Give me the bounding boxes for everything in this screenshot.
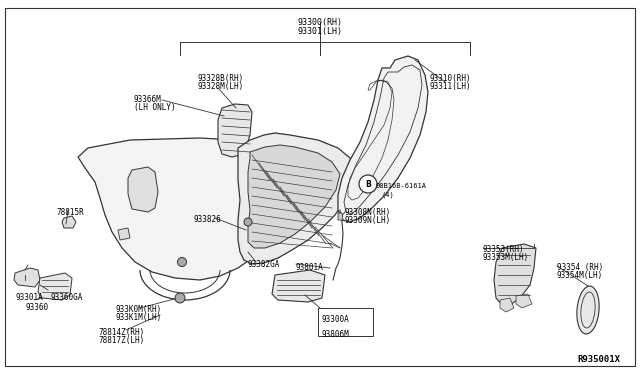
Polygon shape [338,213,343,220]
Polygon shape [14,268,40,287]
Polygon shape [338,56,428,222]
Text: 93382GA: 93382GA [247,260,280,269]
Polygon shape [38,273,72,300]
Text: 93353(RH): 93353(RH) [483,245,525,254]
Text: 93360: 93360 [25,303,48,312]
Text: 93354M(LH): 93354M(LH) [557,271,604,280]
Text: 933K1M(LH): 933K1M(LH) [115,313,161,322]
Text: 08B16B-6161A: 08B16B-6161A [376,183,427,189]
Text: 93308N(RH): 93308N(RH) [345,208,391,217]
Text: R935001X: R935001X [577,355,620,364]
Text: 78817Z(LH): 78817Z(LH) [98,336,144,345]
Polygon shape [516,294,532,308]
Text: 93354 (RH): 93354 (RH) [557,263,604,272]
Text: B: B [365,180,371,189]
Polygon shape [248,145,340,248]
Polygon shape [500,298,514,312]
Text: 933826: 933826 [194,215,221,224]
Text: 78814Z(RH): 78814Z(RH) [98,328,144,337]
Text: 93328M(LH): 93328M(LH) [198,82,244,91]
Polygon shape [62,216,76,228]
Circle shape [244,218,252,226]
Polygon shape [272,270,325,302]
Polygon shape [494,244,536,305]
Text: 93806M: 93806M [322,330,349,339]
Polygon shape [238,133,355,264]
Polygon shape [118,228,130,240]
Text: 93301(LH): 93301(LH) [298,27,342,36]
Text: 93366M: 93366M [134,95,162,104]
Text: (4): (4) [382,191,395,198]
Text: 93353M(LH): 93353M(LH) [483,253,529,262]
Text: 933K0M(RH): 933K0M(RH) [115,305,161,314]
Circle shape [359,175,377,193]
Text: 93300A: 93300A [322,315,349,324]
Text: 93801A: 93801A [296,263,324,272]
Polygon shape [128,167,158,212]
Ellipse shape [577,286,599,334]
Circle shape [175,293,185,303]
Text: 93300(RH): 93300(RH) [298,18,342,27]
Text: 93311(LH): 93311(LH) [430,82,472,91]
Polygon shape [78,138,292,280]
Text: 93301A: 93301A [15,293,43,302]
Text: 93328B(RH): 93328B(RH) [198,74,244,83]
Text: 93310(RH): 93310(RH) [430,74,472,83]
Text: (LH ONLY): (LH ONLY) [134,103,175,112]
Text: 93309N(LH): 93309N(LH) [345,216,391,225]
Text: 93360GA: 93360GA [50,293,83,302]
Text: 78815R: 78815R [56,208,84,217]
Polygon shape [218,104,252,157]
Circle shape [177,257,186,266]
